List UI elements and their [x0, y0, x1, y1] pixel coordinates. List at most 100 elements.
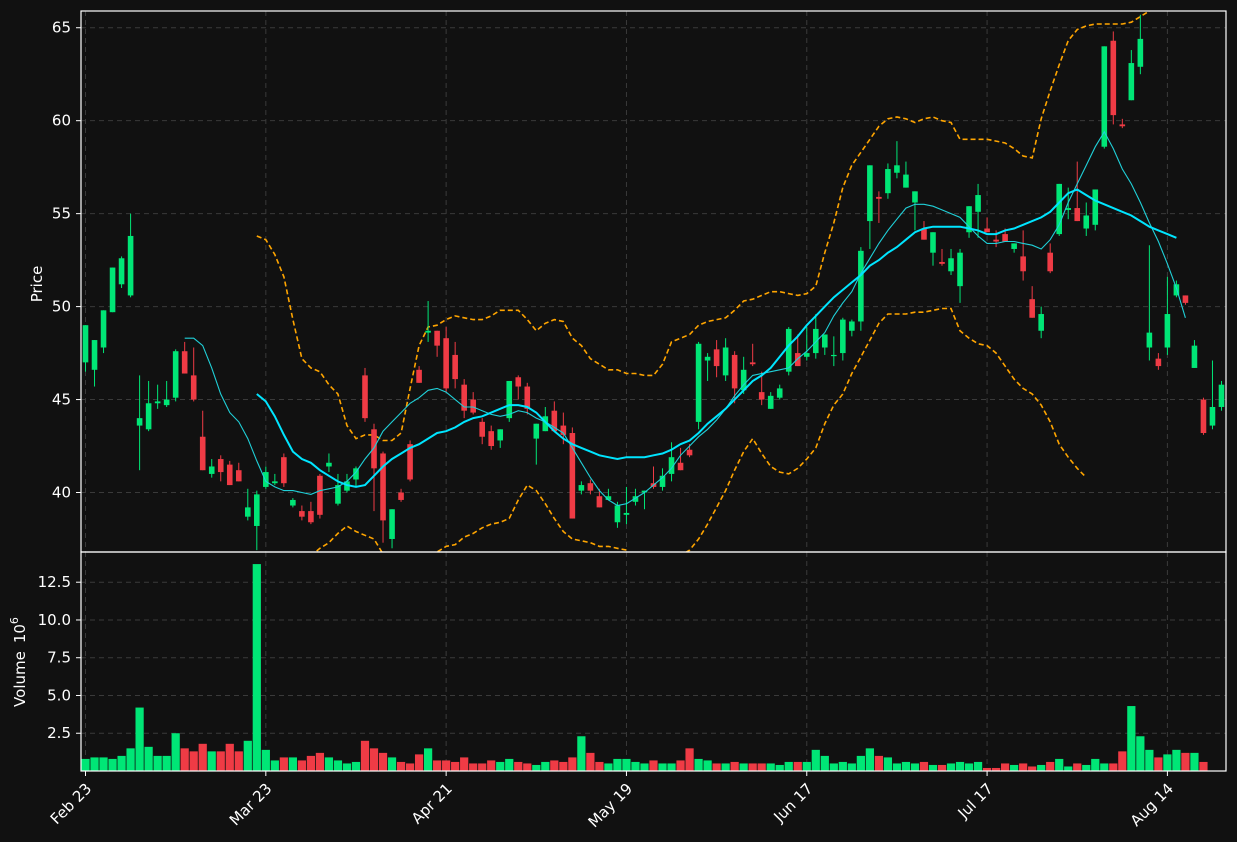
volume-bar — [577, 736, 586, 771]
volume-bar — [1001, 763, 1010, 771]
candle-body — [921, 228, 927, 240]
volume-bar — [324, 757, 334, 771]
candle-body — [803, 353, 810, 357]
candle — [217, 455, 224, 482]
candle-body — [840, 319, 846, 354]
volume-bar — [667, 763, 676, 771]
x-tick-label: Jul 17 — [954, 780, 997, 823]
candle-body — [903, 174, 909, 188]
candle-body — [254, 494, 260, 526]
candle-body — [506, 380, 513, 419]
candle-body — [885, 169, 891, 194]
candle-body — [172, 351, 179, 398]
candle-body — [1110, 40, 1117, 116]
volume-bar — [469, 763, 478, 771]
candle — [145, 380, 152, 432]
candle-body — [713, 349, 720, 367]
volume-bar — [712, 763, 721, 771]
volume-bar — [568, 757, 577, 771]
candle-body — [993, 239, 999, 242]
candle — [1218, 380, 1225, 411]
candle-body — [263, 472, 269, 487]
candle-body — [776, 388, 783, 398]
fast-moving-average-line — [184, 130, 1186, 507]
candle-body — [82, 325, 89, 363]
candle-body — [749, 362, 756, 365]
candle-body — [272, 481, 278, 484]
candle-body — [434, 330, 440, 346]
candle-body — [605, 496, 612, 500]
candle — [190, 347, 197, 402]
volume-bar — [559, 761, 568, 771]
candle-body — [145, 403, 152, 430]
volume-bar — [351, 761, 361, 771]
volume-bar — [721, 763, 730, 771]
candle — [371, 423, 377, 512]
volume-bar — [793, 761, 802, 771]
candle — [704, 353, 711, 381]
candle-body — [524, 386, 531, 409]
volume-bar — [1190, 752, 1199, 771]
volume-bar — [613, 758, 622, 771]
candle — [641, 490, 648, 510]
candle-body — [353, 468, 359, 480]
volume-bar — [1181, 752, 1190, 771]
candle — [876, 191, 882, 223]
candle — [803, 327, 810, 361]
candle — [497, 429, 504, 448]
volume-bar — [1019, 763, 1028, 771]
volume-bar — [433, 760, 442, 771]
candle-body — [1083, 215, 1090, 229]
candle-body — [1128, 63, 1135, 101]
volume-bar — [784, 761, 793, 771]
candle-body — [740, 369, 747, 391]
volume-bar — [991, 767, 1001, 771]
volume-tick-label: 7.5 — [47, 649, 71, 667]
candle — [758, 371, 765, 406]
candle-body — [966, 206, 972, 233]
volume-bar — [955, 761, 965, 771]
volume-bar — [550, 760, 559, 771]
candle — [894, 141, 900, 179]
volume-bar — [604, 763, 613, 771]
volume-bar — [964, 763, 974, 771]
candle — [290, 498, 296, 508]
candle — [776, 384, 783, 400]
candle-body — [785, 328, 792, 372]
candle-body — [948, 258, 954, 272]
candle — [632, 488, 639, 506]
volume-bar — [973, 761, 983, 771]
candle — [154, 384, 161, 409]
candle — [1200, 397, 1207, 435]
candle — [1029, 286, 1035, 318]
price-panel: 40 45 50 55 60 65 Price — [28, 11, 1226, 552]
candle — [317, 473, 323, 519]
candle-body — [912, 191, 918, 203]
volume-bar — [360, 740, 370, 771]
candle — [1056, 183, 1063, 236]
candle — [713, 340, 720, 378]
candle — [181, 341, 188, 374]
candle — [1119, 118, 1126, 129]
volume-bar — [478, 763, 487, 771]
volume-bar — [730, 761, 739, 771]
volume-bar — [261, 749, 270, 771]
volume-gridlines — [81, 552, 1226, 771]
volume-bar — [153, 755, 162, 771]
candle-body — [1182, 295, 1189, 303]
candle — [389, 509, 395, 549]
candle — [118, 256, 125, 289]
bollinger-bands — [256, 11, 1152, 552]
candle-body — [1218, 384, 1225, 407]
candle — [299, 505, 305, 521]
candle-body — [154, 401, 161, 404]
candle-body — [731, 354, 738, 389]
candle-body — [407, 444, 413, 480]
candle-body — [1101, 46, 1108, 147]
candle — [659, 468, 666, 491]
volume-bar — [333, 760, 343, 771]
candle-body — [1011, 243, 1017, 249]
candle — [812, 314, 819, 359]
candle-body — [181, 351, 188, 374]
volume-bar — [658, 763, 667, 771]
